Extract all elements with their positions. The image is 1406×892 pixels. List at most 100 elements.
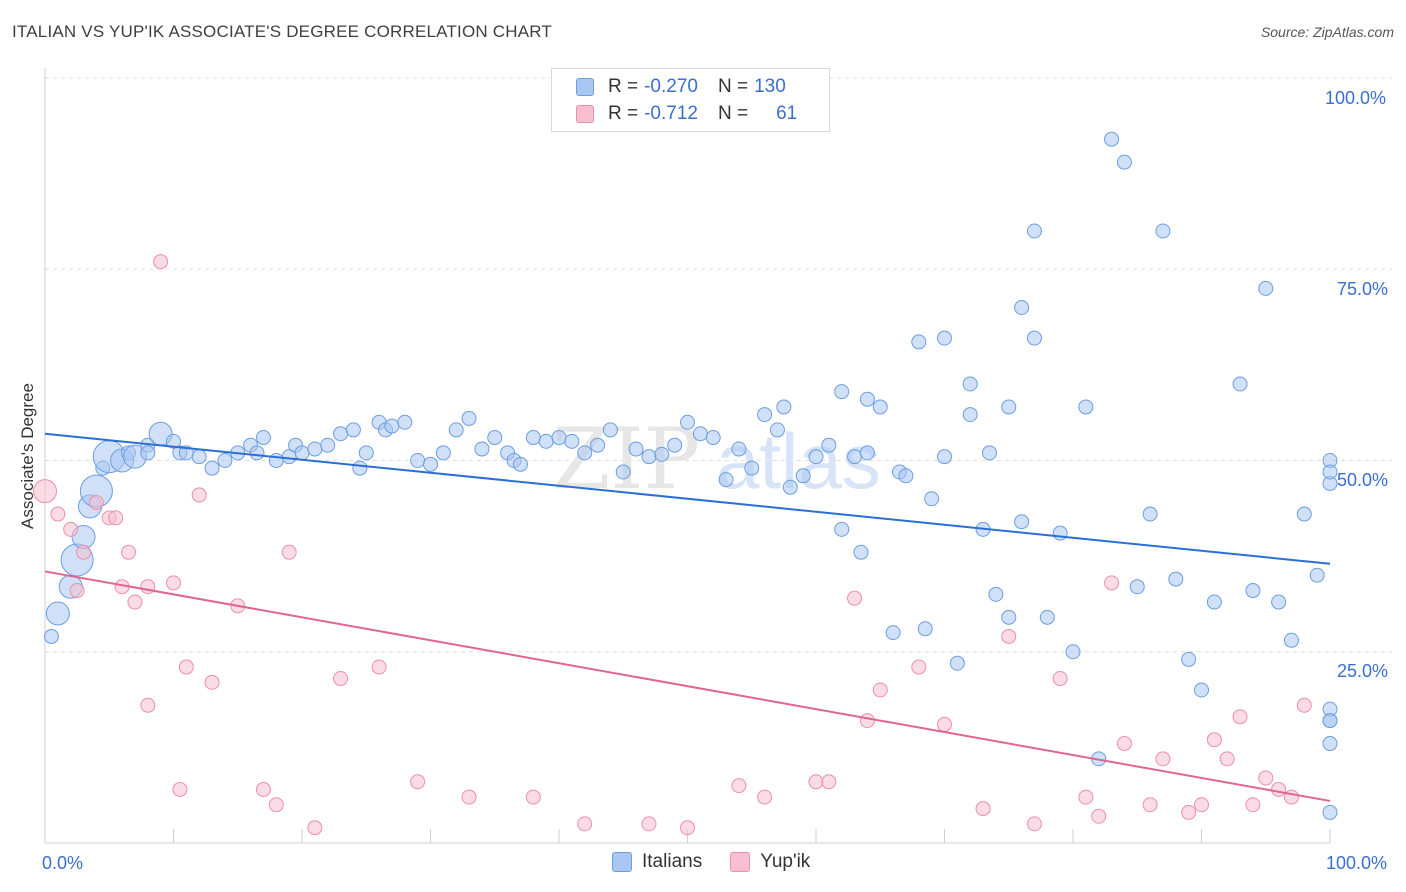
italians-point [474,441,490,457]
italians-point [448,422,464,438]
yupik-point [1155,751,1171,767]
italians-point [654,446,670,462]
series-legend: Italians Yup'ik [612,851,838,873]
yupik-point [268,797,284,813]
italians-point [667,437,683,453]
italians-point [512,456,528,472]
italians-point [885,625,901,641]
italians-point [981,445,997,461]
italians-point [1129,579,1145,595]
yupik-point [680,820,695,836]
yupik-point [911,659,927,675]
italians-swatch [612,852,632,872]
yupik-point [1116,736,1132,752]
italians-point [847,449,863,465]
n-value: 130 [754,76,786,97]
italians-point [352,460,368,476]
italians-point [1168,571,1184,587]
yupik-point [641,816,657,832]
italians-point [1271,594,1287,610]
italians-point [320,437,336,453]
yupik-point [1194,797,1209,813]
italians-point [43,628,59,644]
yupik-point [204,674,220,690]
yupik-point [191,487,207,503]
italians-point [307,441,323,457]
yupik-point [731,778,747,794]
italians-point [859,445,875,461]
y-tick-100: 100.0% [1325,88,1387,108]
italians-point [461,410,477,426]
x-tick-left: 0.0% [42,853,84,873]
italians-point [898,468,914,484]
legend-row-italians: R = -0.270 N = 130 [576,74,786,100]
yupik-point [255,781,271,797]
italians-point [1258,280,1274,296]
italians-point [962,376,978,392]
yupik-point [69,583,85,599]
italians-point [731,441,747,457]
italians-point [1026,223,1042,239]
italians-point [1142,506,1158,522]
yupik-point [121,544,137,560]
yupik-point [1026,816,1042,832]
trend-lines [44,432,1331,802]
yupik-point [76,544,92,560]
yupik-point [50,506,66,522]
italians-point [1039,609,1055,625]
yupik-point [333,671,349,687]
yupik-point [63,521,79,537]
italians-point [1065,644,1081,660]
italians-point [962,407,978,423]
italians-point [615,464,631,480]
y-tick-25: 25.0% [1337,661,1389,681]
italians-point [628,441,644,457]
italians-point [776,399,792,415]
yupik-point [577,816,593,832]
legend-italians-label: Italians [642,851,703,872]
yupik-point [1219,751,1235,767]
italians-point [1232,376,1248,392]
r-value: -0.270 [644,76,698,97]
italians-point [487,430,503,446]
italians-point [834,521,850,537]
italians-point [1322,736,1338,752]
italians-point [705,430,721,446]
legend-yupik[interactable]: Yup'ik [730,851,810,873]
italians-point [859,391,875,407]
italians-point [294,445,310,461]
italians-point [1322,804,1338,820]
italians-point [1078,399,1094,415]
italians-point [333,426,349,442]
legend-italians[interactable]: Italians [612,851,702,873]
italians-point [1322,464,1338,480]
italians-point [911,334,927,350]
italians-point [564,433,580,449]
italians-point [268,453,284,468]
stats-legend: R = -0.270 N = 130 R = -0.712 N = 61 [551,68,830,132]
yupik-point [975,801,991,817]
italians-point [1014,300,1030,315]
watermark: ZIP atlas [552,410,881,508]
n-label: N = [717,76,749,97]
y-tick-75: 75.0% [1337,279,1389,299]
italians-point [525,430,541,446]
yupik-point [172,781,188,797]
italians-point [204,460,220,476]
legend-yupik-label: Yup'ik [760,851,811,872]
italians-point [384,418,400,434]
yupik-point [525,789,541,805]
italians-point [1296,506,1312,522]
italians-point [834,384,850,400]
yupik-point [872,682,888,698]
yupik-point [847,590,863,606]
italians-point [1283,632,1299,648]
r-value: -0.712 [644,103,698,124]
italians-point [1155,223,1171,239]
yupik-point [108,510,124,526]
italians-point [140,445,156,461]
yupik-point [821,774,837,790]
x-tick-right: 100.0% [1326,853,1388,873]
italians-point [769,422,785,438]
italians-point [1104,131,1120,147]
